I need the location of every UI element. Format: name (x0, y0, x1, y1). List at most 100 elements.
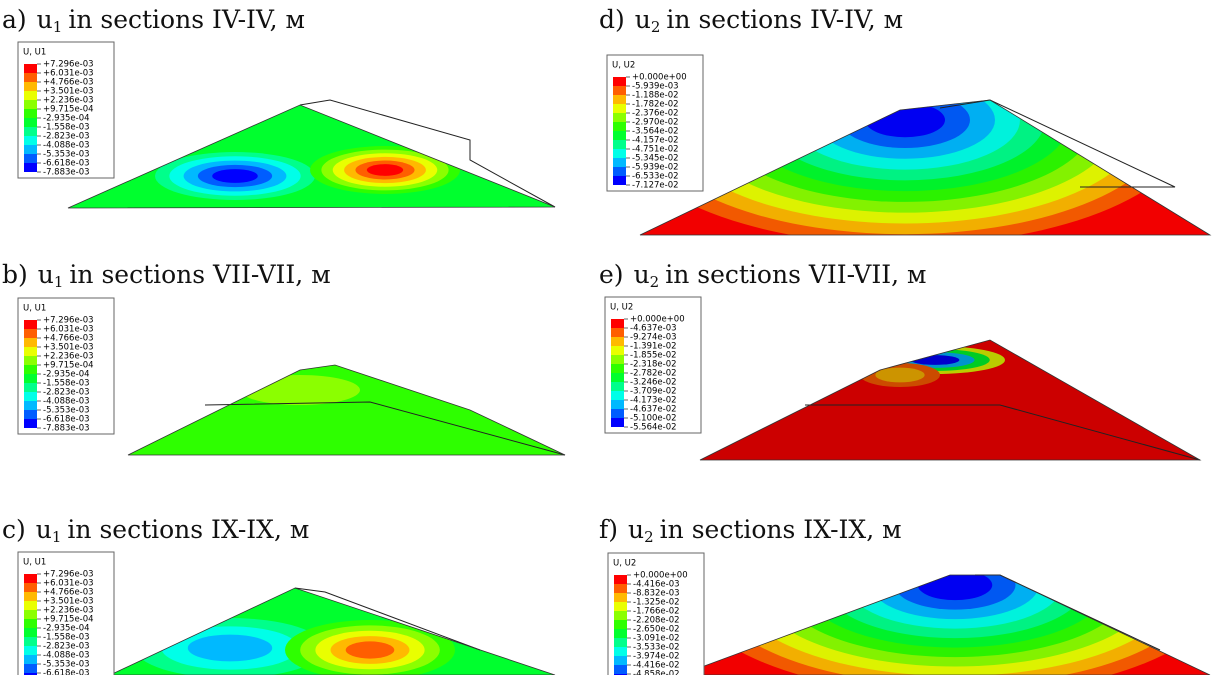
legend-swatch (611, 409, 624, 418)
legend-swatch (611, 364, 624, 373)
legend-title: U, U2 (610, 303, 633, 313)
legend-swatch (24, 365, 37, 374)
legend-swatch (614, 602, 627, 611)
legend-label: -2.935e-04 (43, 624, 90, 634)
legend-label: -6.618e-03 (43, 159, 90, 169)
legend-label: -1.558e-03 (43, 123, 90, 133)
legend-label: -2.935e-04 (43, 114, 90, 124)
legend-label: -7.883e-03 (43, 168, 90, 178)
legend-swatch (24, 73, 37, 82)
panel-label: d) (599, 5, 625, 34)
legend-label: +0.000e+00 (632, 73, 687, 83)
legend-label: -4.173e-02 (630, 396, 677, 406)
variable: u (36, 515, 52, 544)
legend-label: +3.501e-03 (43, 87, 94, 97)
legend-swatch (613, 95, 626, 104)
panel-label: c) (2, 515, 26, 544)
panel: b) u1 in sections VII-VII, м U, U1 +7.296e-0… (2, 260, 566, 456)
legend-swatch (611, 418, 624, 427)
legend-label: -2.318e-02 (630, 360, 677, 370)
legend-swatch (613, 113, 626, 122)
legend-label: +7.296e-03 (43, 316, 94, 326)
variable: u (38, 260, 54, 289)
legend-swatch (24, 583, 37, 592)
legend-label: +4.766e-03 (43, 334, 94, 344)
panel-label: e) (599, 260, 624, 289)
legend-swatch (613, 77, 626, 86)
shade (700, 340, 1200, 460)
legend-label: -7.883e-03 (43, 424, 90, 434)
legend-label: -5.939e-03 (632, 82, 679, 92)
outline (699, 339, 1202, 461)
panel-title: a) u1 in sections IV-IV, м (2, 5, 305, 36)
section-edge (204, 401, 566, 456)
legend-label: -3.974e-02 (633, 652, 680, 662)
legend-label: -6.618e-03 (43, 669, 90, 675)
legend-label: -4.751e-02 (632, 145, 679, 155)
legend-swatch (611, 319, 624, 328)
legend-label: -2.782e-02 (630, 369, 677, 379)
legend-swatch (613, 122, 626, 131)
legend-swatch (24, 419, 37, 428)
legend-swatch (24, 601, 37, 610)
legend: U, U2 +0.000e+00-5.939e-03-1.188e-02-1.78… (606, 54, 704, 192)
legend-swatch (24, 91, 37, 100)
legend-label: -1.188e-02 (632, 91, 679, 101)
variable: u (37, 5, 53, 34)
model-body (128, 365, 565, 455)
legend-swatch (24, 64, 37, 73)
legend-swatch (24, 136, 37, 145)
title-rest: in sections VII-VII, м (665, 260, 926, 289)
contour-band (187, 634, 273, 662)
subscript: 1 (52, 528, 62, 546)
legend-swatch (613, 149, 626, 158)
legend-swatch (24, 338, 37, 347)
legend-label: -6.533e-02 (632, 172, 679, 182)
legend-label: -2.935e-04 (43, 370, 90, 380)
variable: u (628, 515, 644, 544)
outline (639, 99, 1212, 236)
panel-title: c) u1 in sections IX-IX, м (2, 515, 309, 546)
legend-title: U, U1 (23, 48, 46, 58)
legend-label: -1.558e-03 (43, 633, 90, 643)
legend-swatch (24, 127, 37, 136)
subscript: 2 (644, 528, 654, 546)
legend-label: -1.391e-02 (630, 342, 677, 352)
legend-swatch (614, 584, 627, 593)
legend-swatch (24, 673, 37, 675)
legend-swatch (24, 329, 37, 338)
section-edge (299, 99, 556, 208)
legend-label: +0.000e+00 (630, 315, 685, 325)
legend-title: U, U2 (612, 61, 635, 71)
legend-label: -3.091e-02 (633, 634, 680, 644)
model-body (700, 340, 1200, 460)
legend-swatch (611, 328, 624, 337)
legend-swatch (24, 628, 37, 637)
contours (640, 100, 1210, 235)
legend-label: +3.501e-03 (43, 343, 94, 353)
contours (155, 146, 460, 200)
legend-label: -4.088e-03 (43, 651, 90, 661)
title-rest: in sections IV-IV, м (68, 5, 305, 34)
contour-band (212, 169, 258, 183)
outline (127, 364, 566, 456)
legend-label: -3.564e-02 (632, 127, 679, 137)
legend-label: -5.345e-02 (632, 154, 679, 164)
legend-label: -5.353e-03 (43, 150, 90, 160)
legend-label: -1.782e-02 (632, 100, 679, 110)
legend-label: -4.637e-03 (630, 324, 677, 334)
legend-label: +7.296e-03 (43, 60, 94, 70)
legend-label: -1.325e-02 (633, 598, 680, 608)
legend-label: +3.501e-03 (43, 597, 94, 607)
legend-swatch (611, 373, 624, 382)
legend-swatch (24, 592, 37, 601)
legend-label: +6.031e-03 (43, 325, 94, 335)
legend-label: -2.823e-03 (43, 132, 90, 142)
legend-label: -3.533e-02 (633, 643, 680, 653)
legend-title: U, U2 (613, 559, 636, 569)
legend-swatch (613, 176, 626, 185)
legend-swatch (613, 158, 626, 167)
legend-swatch (24, 664, 37, 673)
title-rest: in sections IX-IX, м (660, 515, 902, 544)
subscript: 1 (53, 18, 63, 36)
